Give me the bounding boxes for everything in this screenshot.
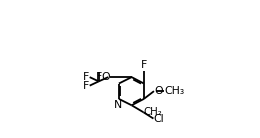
Text: O: O [154, 86, 163, 96]
Text: F: F [96, 72, 102, 82]
Text: Cl: Cl [154, 114, 164, 124]
Text: F: F [83, 72, 89, 82]
Text: CH₃: CH₃ [164, 86, 185, 96]
Text: O: O [101, 72, 109, 82]
Text: F: F [83, 81, 89, 91]
Text: CH₂: CH₂ [144, 107, 162, 117]
Text: N: N [114, 100, 122, 110]
Text: F: F [141, 60, 147, 70]
